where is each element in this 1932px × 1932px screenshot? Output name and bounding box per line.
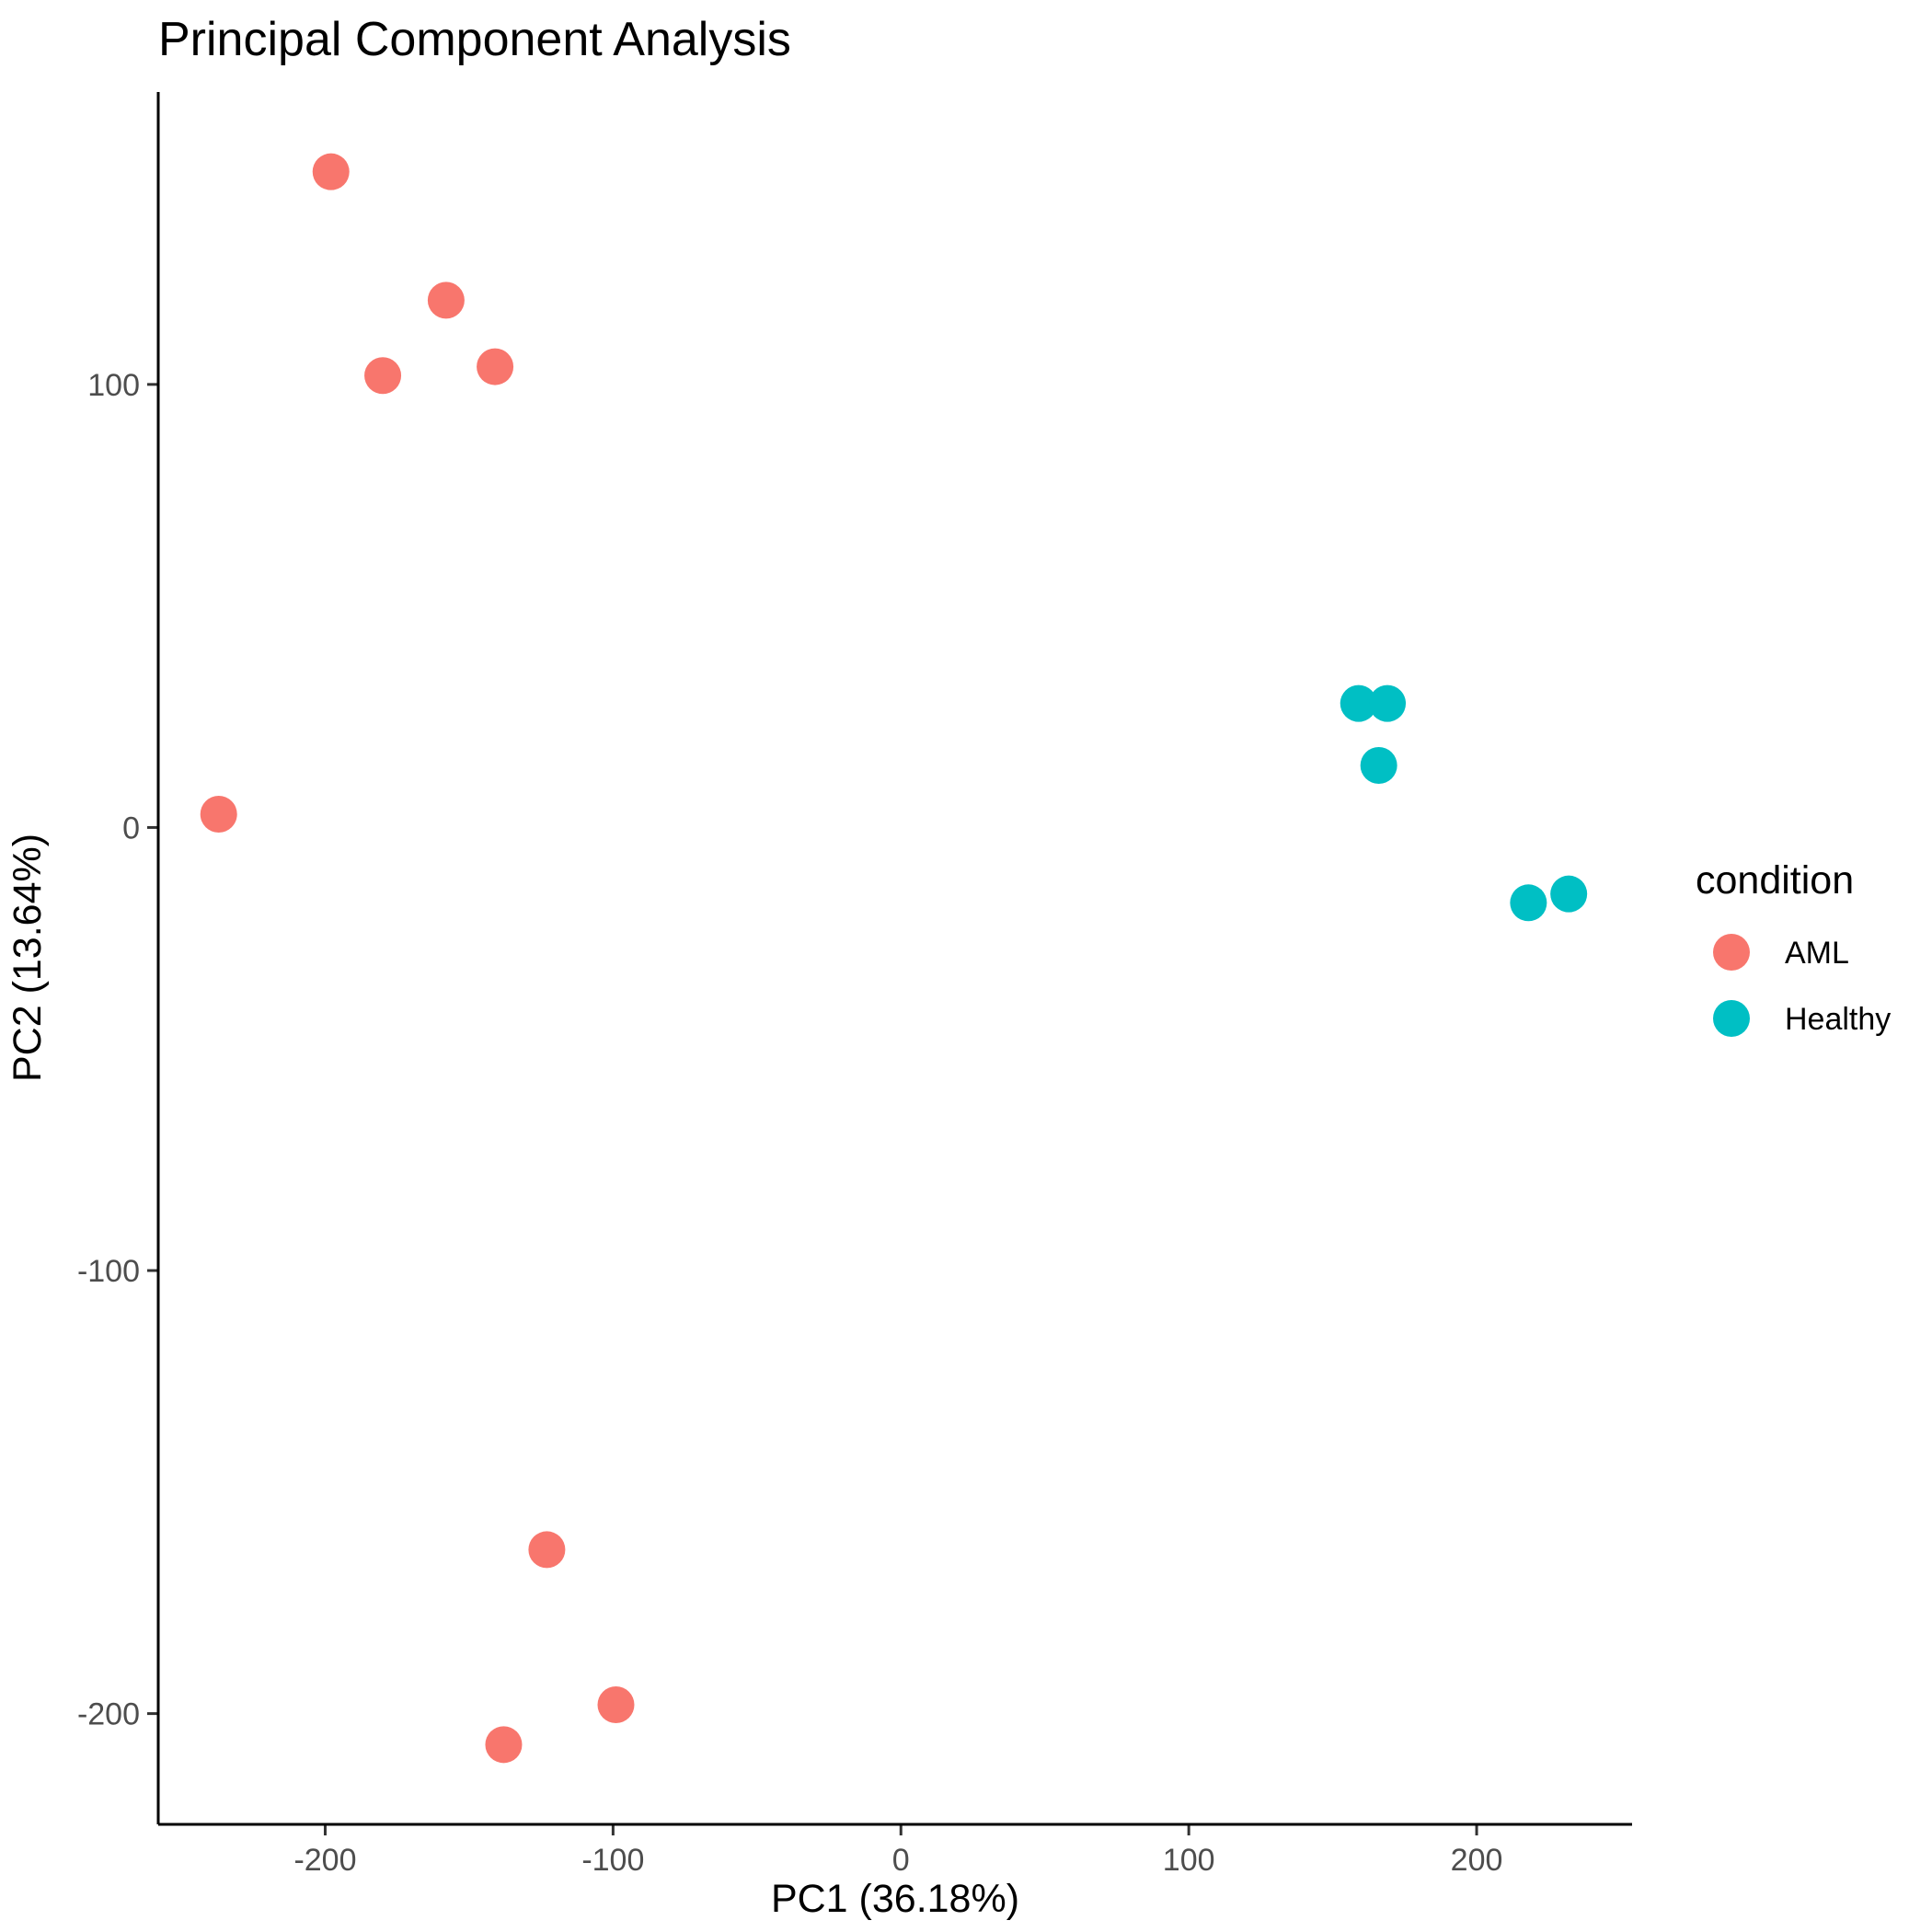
x-tick-label: -100 xyxy=(581,1843,644,1878)
legend-key-aml xyxy=(1713,934,1750,971)
data-point-aml xyxy=(485,1726,523,1764)
x-tick-label: 100 xyxy=(1163,1843,1215,1878)
data-point-healthy xyxy=(1550,875,1588,913)
data-point-aml xyxy=(312,153,350,190)
legend-label-healthy: Healthy xyxy=(1785,1002,1891,1037)
data-point-healthy xyxy=(1369,684,1407,722)
data-point-aml xyxy=(528,1531,566,1569)
data-points xyxy=(200,153,1588,1764)
x-axis-title: PC1 (36.18%) xyxy=(771,1877,1019,1921)
data-point-healthy xyxy=(1360,747,1397,785)
data-point-healthy xyxy=(1340,684,1377,722)
legend-label-aml: AML xyxy=(1785,936,1849,971)
y-tick-label: 0 xyxy=(122,811,140,845)
data-point-aml xyxy=(200,795,237,833)
y-axis-title: PC2 (13.64%) xyxy=(6,834,50,1082)
x-tick-label: 0 xyxy=(892,1843,910,1878)
legend-key-healthy xyxy=(1713,1000,1750,1037)
y-tick-label: 100 xyxy=(87,368,140,403)
x-tick-label: 200 xyxy=(1451,1843,1503,1878)
x-tick-label: -200 xyxy=(293,1843,356,1878)
legend-items: AML Healthy xyxy=(1713,934,1891,1037)
data-point-aml xyxy=(364,357,402,395)
y-tick-label: -200 xyxy=(77,1697,140,1732)
y-tick-label: -100 xyxy=(77,1254,140,1289)
legend-title: condition xyxy=(1696,858,1854,903)
axis-ticks: -200 -100 0 100 200 -200 -100 0 100 xyxy=(77,368,1502,1878)
legend: condition AML Healthy xyxy=(1696,858,1891,1037)
chart-title: Principal Component Analysis xyxy=(158,13,791,66)
data-point-aml xyxy=(427,282,465,319)
data-point-healthy xyxy=(1510,884,1547,922)
data-point-aml xyxy=(597,1685,635,1723)
data-point-aml xyxy=(477,348,514,385)
